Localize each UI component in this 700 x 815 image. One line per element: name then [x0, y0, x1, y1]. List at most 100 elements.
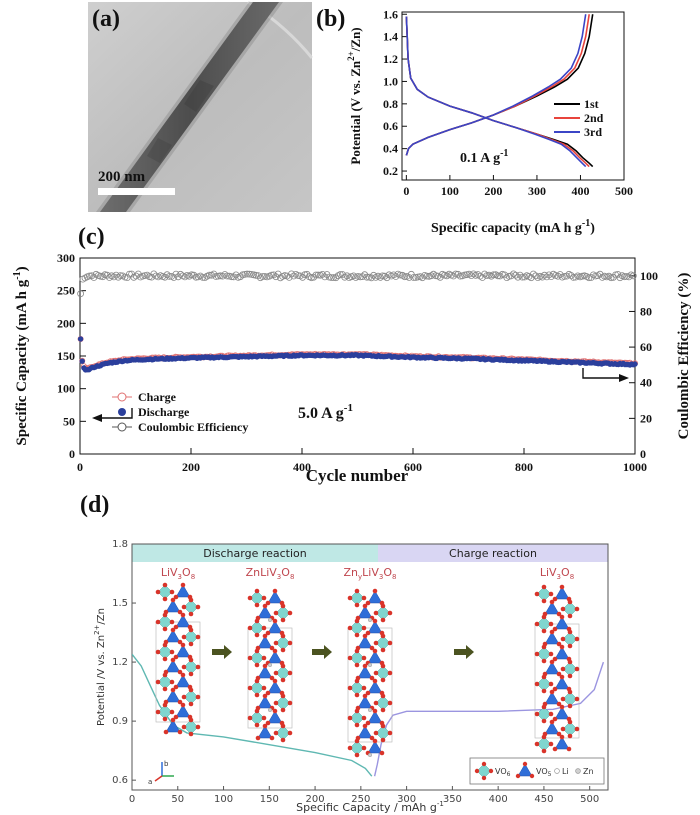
oxygen-atom	[254, 722, 260, 728]
panel-d: (d) Discharge reaction Charge reaction 0…	[80, 492, 609, 814]
oxygen-atom	[541, 734, 547, 740]
oxygen-atom	[380, 663, 386, 669]
vo5-polyhedron	[257, 725, 273, 739]
b-ylabel-end: /Zn)	[348, 27, 363, 52]
oxygen-atom	[380, 647, 386, 653]
vo5-polyhedron	[357, 695, 373, 709]
oxygen-atom	[269, 675, 275, 681]
phase-label-4: LiV3O8	[540, 566, 574, 581]
b-xtick-label: 200	[484, 184, 502, 198]
oxygen-atom	[265, 630, 271, 636]
oxygen-atom	[180, 642, 186, 648]
c-xtick-label: 400	[293, 460, 311, 474]
oxygen-atom	[155, 619, 161, 625]
unit-cell-outline	[155, 621, 201, 723]
ce-point	[370, 271, 378, 279]
d-xtick-label: 250	[351, 794, 370, 805]
vo5-polyhedron	[544, 631, 560, 645]
oxygen-atom	[556, 641, 562, 647]
oxygen-atom	[541, 598, 547, 604]
arrow-to-left-axis	[100, 408, 133, 419]
oxygen-atom	[254, 692, 260, 698]
d-xtick-label: 450	[534, 794, 553, 805]
d-xtick-label: 0	[129, 794, 135, 805]
oxygen-atom	[262, 723, 268, 729]
oxygen-atom	[155, 679, 161, 685]
ce-point	[214, 272, 222, 280]
oxygen-atom	[556, 671, 562, 677]
vo5-polyhedron	[554, 676, 570, 690]
ce-point	[241, 270, 249, 278]
vo5-polyhedron	[357, 725, 373, 739]
oxygen-atom	[280, 663, 286, 669]
vo5-polyhedron	[165, 719, 181, 733]
crystal-structure-3	[347, 588, 393, 758]
oxygen-atom	[548, 711, 554, 717]
oxygen-atom	[287, 670, 293, 676]
ce-point	[259, 273, 267, 280]
ce-point	[478, 274, 486, 281]
oxygen-atom	[372, 618, 378, 624]
oxygen-atom	[387, 730, 393, 736]
oxygen-atom	[188, 611, 194, 617]
ce-point	[126, 270, 133, 278]
oxygen-atom	[548, 681, 554, 687]
oxygen-atom	[162, 626, 168, 632]
d-band-discharge	[132, 544, 378, 562]
d-ylabel-end: /Zn	[96, 608, 107, 625]
oxygen-atom	[261, 625, 267, 631]
oxygen-atom	[181, 634, 187, 640]
phase-label-2: ZnLiV3O8	[246, 566, 295, 581]
d-xlabel-sup: -1	[437, 800, 444, 808]
oxygen-atom	[265, 690, 271, 696]
b-legend-label: 3rd	[584, 125, 602, 139]
oxygen-atom	[262, 633, 268, 639]
oxygen-atom	[247, 655, 253, 661]
oxygen-atom	[272, 708, 278, 714]
c-y2tick-label: 100	[640, 269, 658, 283]
d-crystal-structures	[155, 582, 580, 758]
c-y-axis-title: Specific Capacity (mA h g-1)	[12, 266, 30, 445]
oxygen-atom	[169, 589, 175, 595]
oxygen-atom	[373, 640, 379, 646]
ce-point	[450, 272, 457, 280]
oxygen-atom	[549, 599, 555, 605]
ce-point	[496, 272, 504, 280]
oxygen-atom	[548, 741, 554, 747]
vo5-polyhedron	[554, 706, 570, 720]
c-ylabel-end: )	[14, 266, 30, 271]
oxygen-atom	[262, 663, 268, 669]
oxygen-atom	[541, 688, 547, 694]
oxygen-atom	[365, 720, 371, 726]
zn-ion	[367, 752, 373, 758]
ce-point	[376, 273, 384, 281]
oxygen-atom	[188, 641, 194, 647]
oxygen-atom	[287, 640, 293, 646]
c-discharge-series	[77, 336, 638, 373]
oxygen-atom	[552, 746, 558, 752]
oxygen-atom	[560, 606, 566, 612]
legend-vo6-label: VO6	[495, 767, 511, 778]
vo5-polyhedron	[554, 736, 570, 750]
phase-label-1-sub1: 3	[178, 573, 182, 581]
oxygen-atom	[273, 700, 279, 706]
oxygen-atom	[287, 610, 293, 616]
oxygen-atom	[362, 633, 368, 639]
legend-li-icon	[554, 768, 560, 774]
vo5-polyhedron	[554, 616, 570, 630]
ce-point	[427, 272, 435, 280]
ce-point	[350, 272, 358, 280]
oxygen-atom	[273, 610, 279, 616]
ce-point	[567, 272, 575, 279]
oxygen-atom	[541, 748, 547, 754]
ce-point	[467, 272, 475, 280]
ce-point	[212, 273, 220, 280]
oxygen-atom	[195, 724, 201, 730]
legend-vo5-sub: 5	[548, 771, 552, 778]
reaction-arrow	[454, 645, 474, 659]
ce-point	[210, 270, 218, 278]
ce-point	[532, 272, 540, 280]
crystal-structure-2	[247, 588, 293, 743]
vo5-polyhedron	[357, 605, 373, 619]
oxygen-atom	[574, 666, 580, 672]
